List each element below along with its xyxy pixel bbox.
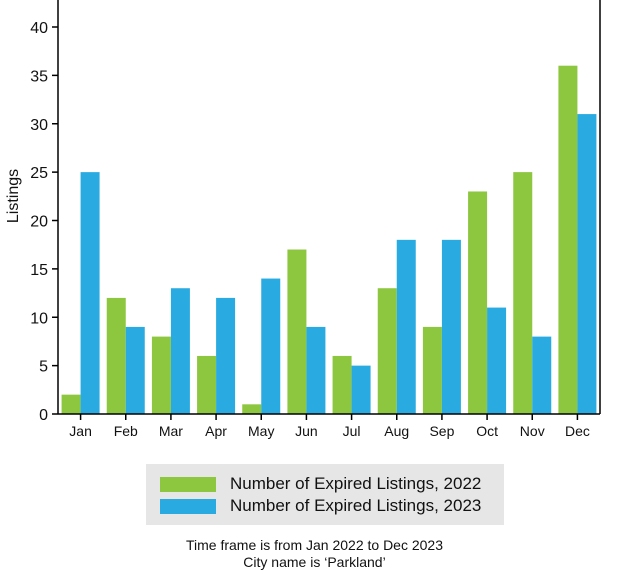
- bar-feb-2022: [106, 297, 126, 414]
- bar-jul-2022: [332, 355, 352, 414]
- x-tick-label: Aug: [384, 423, 409, 439]
- bar-mar-2022: [151, 336, 171, 414]
- x-tick-label: Jan: [69, 423, 92, 439]
- bar-oct-2022: [468, 191, 488, 414]
- bar-jun-2022: [287, 249, 307, 414]
- y-tick-label: 35: [30, 68, 48, 85]
- legend-label-2022: Number of Expired Listings, 2022: [230, 474, 482, 493]
- bar-apr-2023: [216, 297, 236, 414]
- bar-dec-2023: [577, 114, 597, 414]
- y-tick-label: 0: [39, 407, 48, 424]
- caption-time-frame: Time frame is from Jan 2022 to Dec 2023: [185, 537, 444, 553]
- bar-mar-2023: [170, 288, 190, 414]
- bar-chart: 0 5 10 15 20 25 30 35 40 Listings Jan Feb Mar Apr May J…: [5, 0, 601, 439]
- bar-sep-2022: [422, 326, 442, 414]
- y-tick-label: 30: [30, 117, 48, 134]
- caption-city-name: City name is ‘Parkland’: [243, 554, 386, 570]
- legend-label-2023: Number of Expired Listings, 2023: [230, 496, 482, 515]
- legend-swatch-2022: [160, 476, 216, 492]
- bar-feb-2023: [125, 326, 145, 414]
- y-tick-label: 40: [30, 20, 48, 37]
- bar-sep-2023: [441, 239, 461, 414]
- x-tick-label: Mar: [159, 423, 183, 439]
- x-tick-label: May: [248, 423, 274, 439]
- x-tick-label: Feb: [114, 423, 138, 439]
- bar-dec-2022: [558, 65, 578, 414]
- y-tick-label: 10: [30, 310, 48, 327]
- legend: Number of Expired Listings, 2022 Number …: [146, 464, 504, 525]
- bar-jan-2022: [61, 394, 81, 414]
- bar-oct-2023: [487, 307, 507, 414]
- bar-nov-2022: [513, 172, 533, 414]
- x-tick-label: Sep: [429, 423, 454, 439]
- legend-swatch-2023: [160, 498, 216, 514]
- legend-item-2023: Number of Expired Listings, 2023: [160, 496, 481, 516]
- x-tick-label: Jul: [343, 423, 361, 439]
- bar-jan-2023: [80, 172, 100, 414]
- y-tick-label: 20: [30, 214, 48, 231]
- bar-may-2022: [242, 404, 262, 414]
- bar-apr-2022: [197, 355, 217, 414]
- y-axis-label: Listings: [5, 169, 22, 223]
- x-tick-label: Apr: [205, 423, 227, 439]
- x-tick-label: Nov: [520, 423, 545, 439]
- y-tick-label: 5: [39, 359, 48, 376]
- legend-item-2022: Number of Expired Listings, 2022: [160, 474, 481, 494]
- x-tick-label: Oct: [476, 423, 498, 439]
- y-tick-label: 15: [30, 262, 48, 279]
- bar-jul-2023: [351, 365, 371, 414]
- x-tick-label: Dec: [565, 423, 590, 439]
- y-tick-label: 25: [30, 165, 48, 182]
- bar-aug-2023: [396, 239, 416, 414]
- bar-aug-2022: [377, 288, 397, 414]
- bar-may-2023: [261, 278, 281, 414]
- bar-nov-2023: [532, 336, 552, 414]
- bar-jun-2023: [306, 326, 326, 414]
- x-tick-label: Jun: [295, 423, 318, 439]
